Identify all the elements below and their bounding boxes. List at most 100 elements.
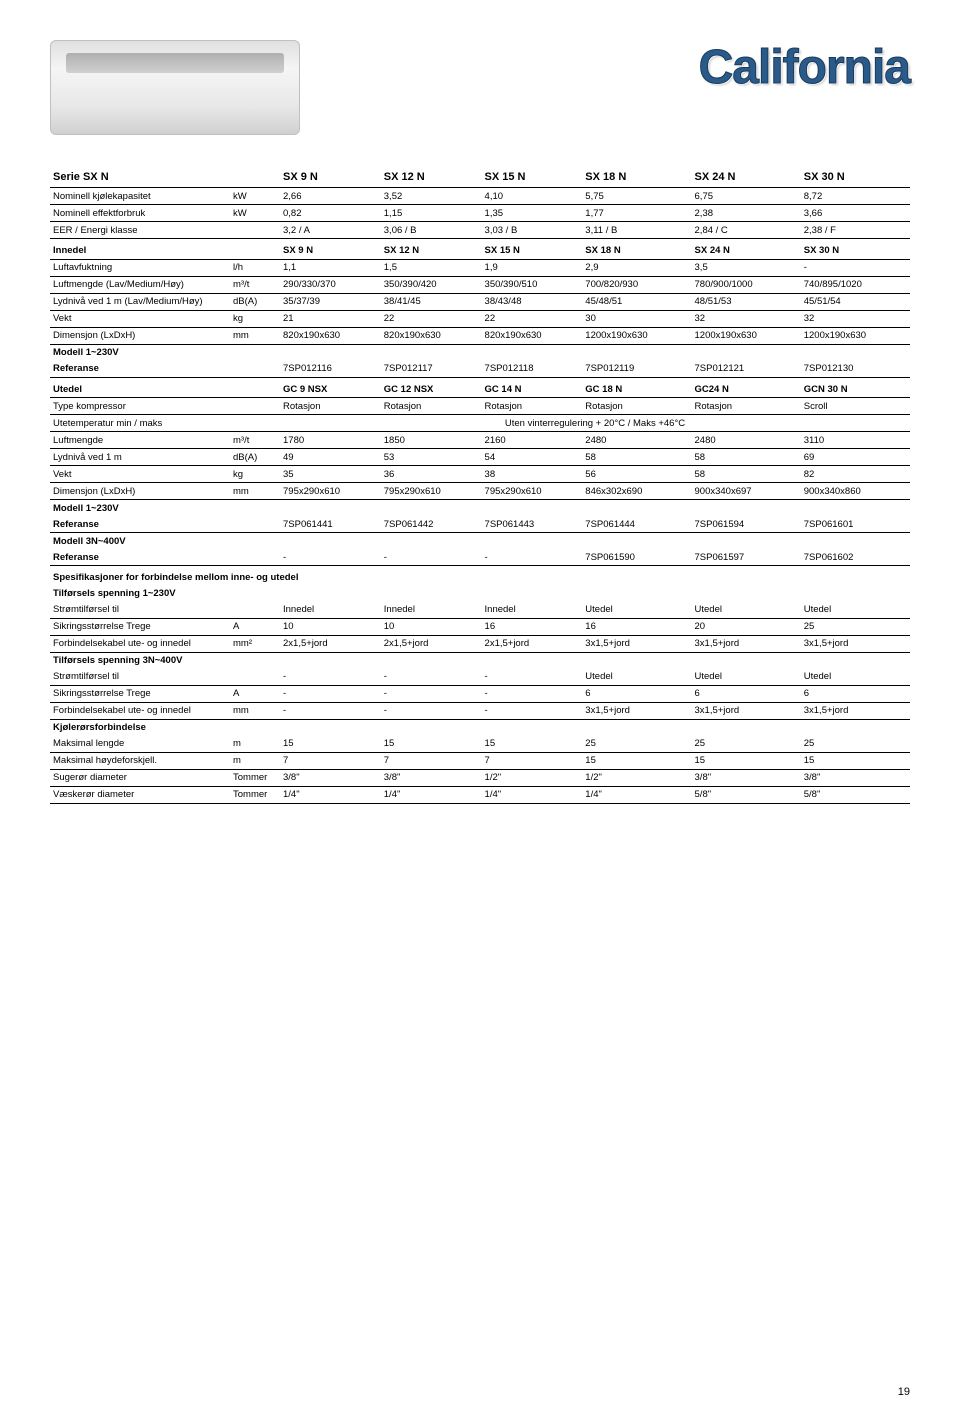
row-value: Rotasjon [582,398,691,415]
row-value: 780/900/1000 [692,276,801,293]
row-value: Rotasjon [280,398,381,415]
row-label: Sugerør diameter [50,769,230,786]
row-label: Luftavfuktning [50,259,230,276]
row-value: 38/43/48 [482,293,583,310]
utedel-label: Utedel [50,377,230,398]
data-row: Maksimal høydeforskjell.m777151515 [50,752,910,769]
data-row: Maksimal lengdem151515252525 [50,736,910,753]
row-value: 49 [280,449,381,466]
series-title: Serie SX N [50,165,230,188]
innedel-modell-label: Modell 1~230V [50,344,910,361]
row-value: 2,38 / F [801,222,910,239]
model-col: SX 15 N [482,165,583,188]
data-row: Luftmengde (Lav/Medium/Høy)m³/t290/330/3… [50,276,910,293]
row-value: 3x1,5+jord [692,702,801,719]
row-value: 3,52 [381,188,482,205]
row-value: - [381,669,482,686]
row-value: Rotasjon [482,398,583,415]
row-value: 25 [582,736,691,753]
utedel-ref3-row: Referanse - - - 7SP061590 7SP061597 7SP0… [50,549,910,566]
row-label: Luftmengde [50,432,230,449]
row-value: Innedel [482,602,583,619]
row-value: 3x1,5+jord [582,635,691,652]
row-unit: kg [230,466,280,483]
utedel-modell3-label: Modell 3N~400V [50,533,910,550]
row-value: 3,11 / B [582,222,691,239]
row-value: - [482,669,583,686]
row-unit [230,398,280,415]
row-value: 22 [381,310,482,327]
row-label: Nominell kjølekapasitet [50,188,230,205]
row-value: 15 [801,752,910,769]
row-value: Innedel [280,602,381,619]
row-value: Utedel [582,602,691,619]
innedel-label: Innedel [50,239,230,260]
row-value: 1,1 [280,259,381,276]
row-value: 0,82 [280,205,381,222]
row-unit: A [230,618,280,635]
row-value: 740/895/1020 [801,276,910,293]
model-col: SX 24 N [692,165,801,188]
row-value: 58 [692,449,801,466]
row-value: 1200x190x630 [801,327,910,344]
innedel-ref-label: Referanse [50,361,230,378]
row-value: 900x340x860 [801,483,910,500]
row-value: 10 [381,618,482,635]
row-label: Lydnivå ved 1 m (Lav/Medium/Høy) [50,293,230,310]
row-value: 4,10 [482,188,583,205]
row-unit [230,415,280,432]
row-unit: kW [230,188,280,205]
spec-kj-title-row: Kjølerørsforbindelse [50,719,910,736]
row-value: 22 [482,310,583,327]
row-unit: mm [230,483,280,500]
row-value: 45/51/54 [801,293,910,310]
row-unit: m³/t [230,276,280,293]
data-row: Lydnivå ved 1 mdB(A)495354585869 [50,449,910,466]
data-row: Forbindelsekabel ute- og innedelmm---3x1… [50,702,910,719]
row-value: Utedel [692,602,801,619]
row-label: Maksimal høydeforskjell. [50,752,230,769]
spec-table: Serie SX N SX 9 N SX 12 N SX 15 N SX 18 … [50,165,910,804]
utedel-modell3-row: Modell 3N~400V [50,533,910,550]
row-label: Dimensjon (LxDxH) [50,327,230,344]
row-unit: Tommer [230,769,280,786]
row-unit: m [230,752,280,769]
row-value: 5/8" [801,786,910,803]
row-value: - [280,669,381,686]
row-unit: kg [230,310,280,327]
row-unit: dB(A) [230,449,280,466]
row-value: 6,75 [692,188,801,205]
row-value: 1/4" [582,786,691,803]
data-row: Sugerør diameterTommer3/8"3/8"1/2"1/2"3/… [50,769,910,786]
row-unit: mm² [230,635,280,652]
innedel-modell-row: Modell 1~230V [50,344,910,361]
row-value: 16 [482,618,583,635]
row-value: 3x1,5+jord [582,702,691,719]
brand-logo: California [699,40,910,95]
row-value: 15 [582,752,691,769]
row-label: Væskerør diameter [50,786,230,803]
row-value: 2,66 [280,188,381,205]
spec-s1-title-row: Tilførsels spenning 1~230V [50,586,910,602]
row-label: Dimensjon (LxDxH) [50,483,230,500]
row-value: Utedel [801,602,910,619]
row-unit [230,222,280,239]
row-value: 1780 [280,432,381,449]
row-unit [230,602,280,619]
spec-s3-title: Tilførsels spenning 3N~400V [50,652,910,669]
data-row: Forbindelsekabel ute- og innedelmm²2x1,5… [50,635,910,652]
data-row: Vektkg353638565882 [50,466,910,483]
row-value: 69 [801,449,910,466]
row-value: Utedel [801,669,910,686]
row-label: Type kompressor [50,398,230,415]
utedel-ref1-row: Referanse 7SP061441 7SP061442 7SP061443 … [50,516,910,533]
row-value: Utedel [582,669,691,686]
data-row: Strømtilførsel tilInnedelInnedelInnedelU… [50,602,910,619]
row-unit: mm [230,702,280,719]
row-label: Forbindelsekabel ute- og innedel [50,702,230,719]
row-label: Lydnivå ved 1 m [50,449,230,466]
spec-s1-title: Tilførsels spenning 1~230V [50,586,910,602]
data-row: Luftmengdem³/t178018502160248024803110 [50,432,910,449]
innedel-header: Innedel SX 9 N SX 12 N SX 15 N SX 18 N S… [50,239,910,260]
utedel-modell1-label: Modell 1~230V [50,500,910,517]
